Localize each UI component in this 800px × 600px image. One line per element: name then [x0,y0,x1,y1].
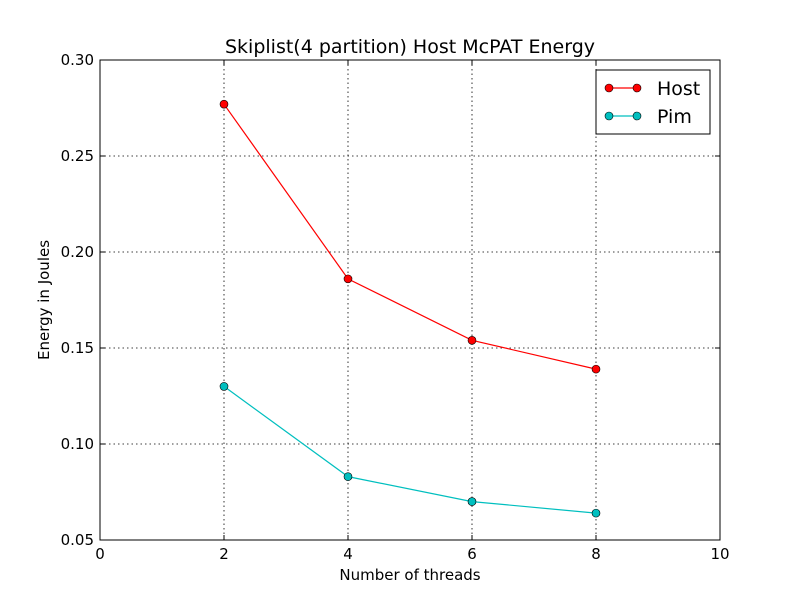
pim-legend-marker-left [604,111,614,121]
grid [100,60,720,540]
x-tick-label: 4 [343,545,353,563]
host-data-point [343,274,353,284]
y-tick-labels: 0.05 0.10 0.15 0.20 0.25 0.30 [61,51,94,549]
host-series-line [223,103,597,370]
host-legend-marker-left [604,83,614,93]
pim-data-point [343,472,353,481]
pim-data-point [219,382,229,391]
plot-area [100,60,720,540]
host-data-point [591,364,601,374]
y-tick-label: 0.30 [61,51,94,69]
y-tick-label: 0.15 [61,339,94,357]
y-tick-label: 0.10 [61,435,94,453]
pim-data-point [467,497,477,506]
legend-box [595,69,711,135]
y-tick-label: 0.20 [61,243,94,261]
host-legend-marker-right [632,83,642,93]
pim-legend-label: Pim [657,106,692,128]
x-axis-label: Number of threads [339,566,480,584]
x-tick-labels: 0 2 4 6 8 10 [95,545,729,563]
series-group [219,99,601,518]
host-data-point [219,99,229,109]
x-tick-label: 6 [467,545,477,563]
pim-series-line [223,385,597,514]
legend: Host Pim [595,69,711,135]
x-tick-label: 2 [219,545,229,563]
y-axis-label: Energy in Joules [35,240,53,360]
chart-title: Skiplist(4 partition) Host McPAT Energy [225,36,595,58]
x-tick-label: 10 [710,545,729,563]
tick-marks [99,59,721,541]
x-tick-label: 0 [95,545,105,563]
pim-data-point [591,508,601,518]
host-data-point [467,336,477,345]
axes-frame [99,59,721,541]
host-legend-label: Host [657,78,700,100]
pim-legend-marker-right [632,111,642,121]
x-tick-label: 8 [591,545,601,563]
y-tick-label: 0.05 [61,531,94,549]
y-tick-label: 0.25 [61,147,94,165]
